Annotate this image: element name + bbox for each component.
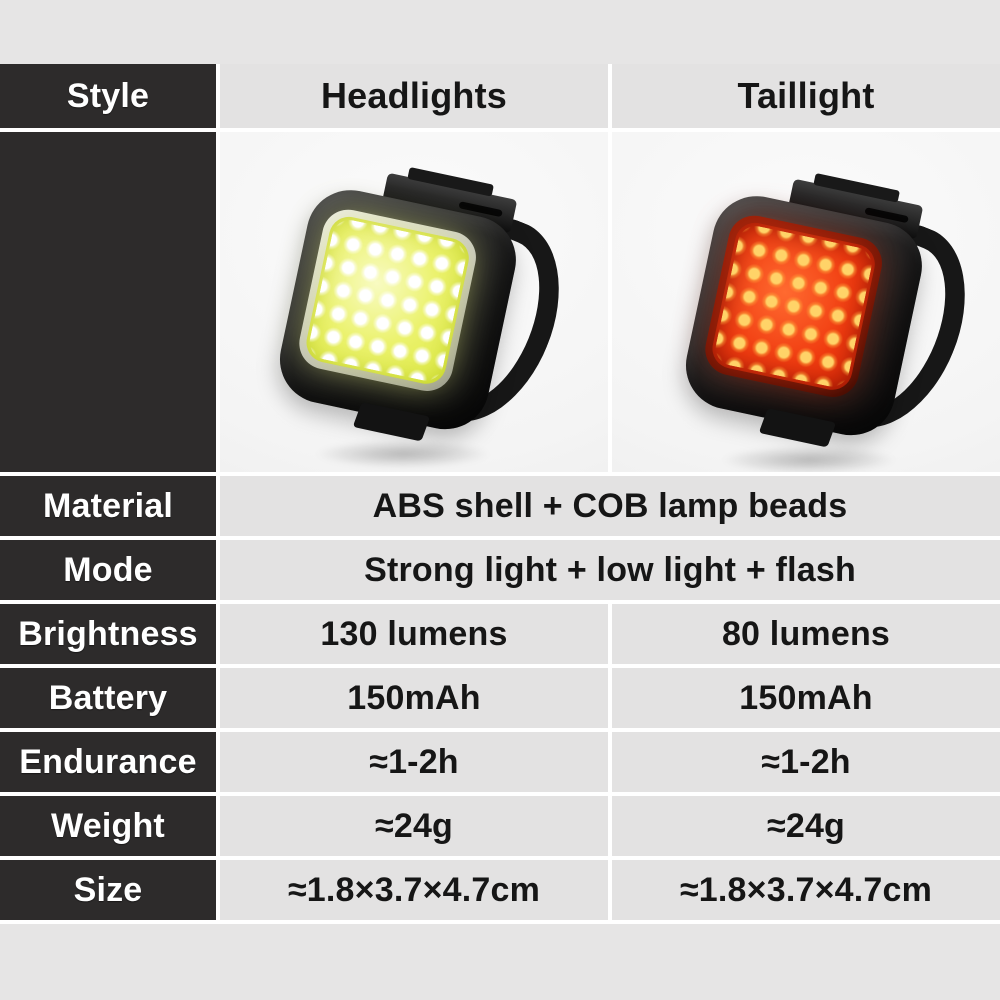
taillight-body [677, 188, 931, 444]
taillight-assembly [658, 162, 971, 472]
taillight-bezel [700, 210, 887, 402]
column-header-taillight: Taillight [612, 64, 1000, 128]
headlight-assembly [252, 156, 565, 472]
endurance-taillight-value: ≈1-2h [612, 732, 1000, 792]
taillight-photo [612, 132, 1000, 472]
weight-headlight-value: ≈24g [220, 796, 608, 856]
size-taillight-value: ≈1.8×3.7×4.7cm [612, 860, 1000, 920]
battery-taillight-value: 150mAh [612, 668, 1000, 728]
material-value: ABS shell + COB lamp beads [220, 476, 1000, 536]
headlight-led-panel [302, 213, 473, 388]
row-label-material: Material [0, 476, 216, 536]
battery-headlight-value: 150mAh [220, 668, 608, 728]
size-headlight-value: ≈1.8×3.7×4.7cm [220, 860, 608, 920]
headlight-body [271, 182, 525, 438]
column-header-headlights: Headlights [220, 64, 608, 128]
brightness-headlight-value: 130 lumens [220, 604, 608, 664]
headlight-bezel [294, 204, 481, 396]
row-label-brightness: Brightness [0, 604, 216, 664]
brightness-taillight-value: 80 lumens [612, 604, 1000, 664]
headlight-product-image [271, 172, 587, 472]
photo-row-label-spacer [0, 132, 216, 472]
row-label-weight: Weight [0, 796, 216, 856]
row-label-endurance: Endurance [0, 732, 216, 792]
taillight-product-image [677, 178, 993, 472]
header-style-cell: Style [0, 64, 216, 128]
headlight-photo [220, 132, 608, 472]
mode-value: Strong light + low light + flash [220, 540, 1000, 600]
weight-taillight-value: ≈24g [612, 796, 1000, 856]
taillight-led-panel [708, 219, 879, 394]
headlight-shadow [278, 434, 528, 472]
endurance-headlight-value: ≈1-2h [220, 732, 608, 792]
row-label-mode: Mode [0, 540, 216, 600]
row-label-size: Size [0, 860, 216, 920]
row-label-battery: Battery [0, 668, 216, 728]
taillight-shadow [684, 440, 934, 472]
spec-table: Style Headlights Taillight [0, 64, 1000, 924]
